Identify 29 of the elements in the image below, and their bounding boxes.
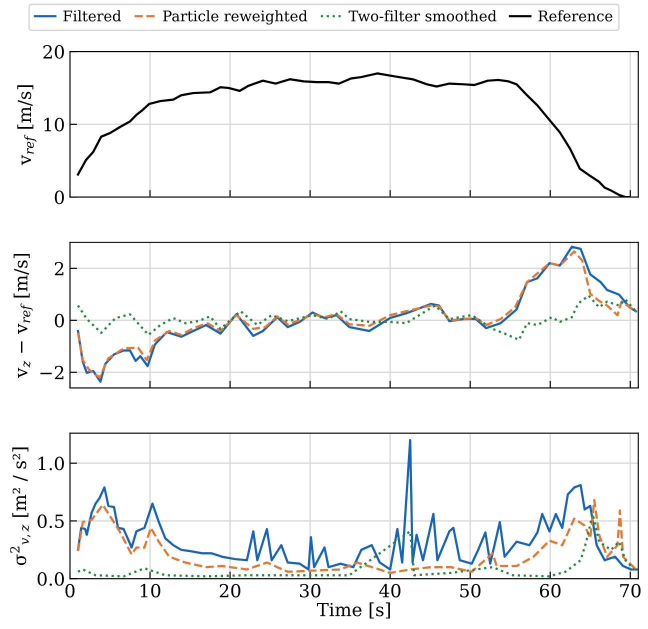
line-series — [76, 499, 637, 574]
x-tick-label: 30 — [300, 584, 320, 598]
x-tick-label: 70 — [620, 584, 641, 598]
legend-label: Reference — [538, 10, 612, 22]
line-series — [76, 294, 637, 341]
line-series — [76, 512, 637, 578]
x-tick-label: 50 — [460, 584, 480, 598]
x-tick-label: 0 — [65, 584, 75, 598]
x-tick-label: 10 — [140, 584, 160, 598]
y-tick-label: 1.0 — [38, 456, 64, 470]
y-tick-label: 20 — [43, 45, 64, 59]
y-tick-label: 10 — [44, 118, 64, 132]
y-tick-label: 0 — [54, 314, 64, 328]
y-tick-label: 2 — [54, 262, 64, 276]
legend-label: Particle reweighted — [163, 10, 308, 25]
y-axis-title: v$_{z}$ − v$_{ref}$ [m/s] — [14, 254, 33, 378]
x-tick-label: 60 — [540, 584, 561, 598]
y-tick-label: −2 — [40, 366, 64, 380]
line-series — [76, 438, 638, 571]
x-tick-label: 20 — [220, 584, 240, 598]
y-tick-label: 0 — [54, 190, 64, 204]
legend-label: Two-filter smoothed — [348, 10, 496, 22]
y-tick-label: 0.5 — [38, 514, 64, 528]
legend-label: Filtered — [63, 10, 122, 22]
x-axis-title: Time [s] — [316, 602, 390, 619]
y-axis-title: v$_{ref}$ [m/s] — [17, 85, 36, 166]
y-axis-title: σ$^{2}$$_{v,z}$ [m² / s²] — [10, 448, 31, 566]
x-tick-label: 40 — [379, 584, 400, 598]
y-tick-label: 0.0 — [38, 572, 64, 586]
